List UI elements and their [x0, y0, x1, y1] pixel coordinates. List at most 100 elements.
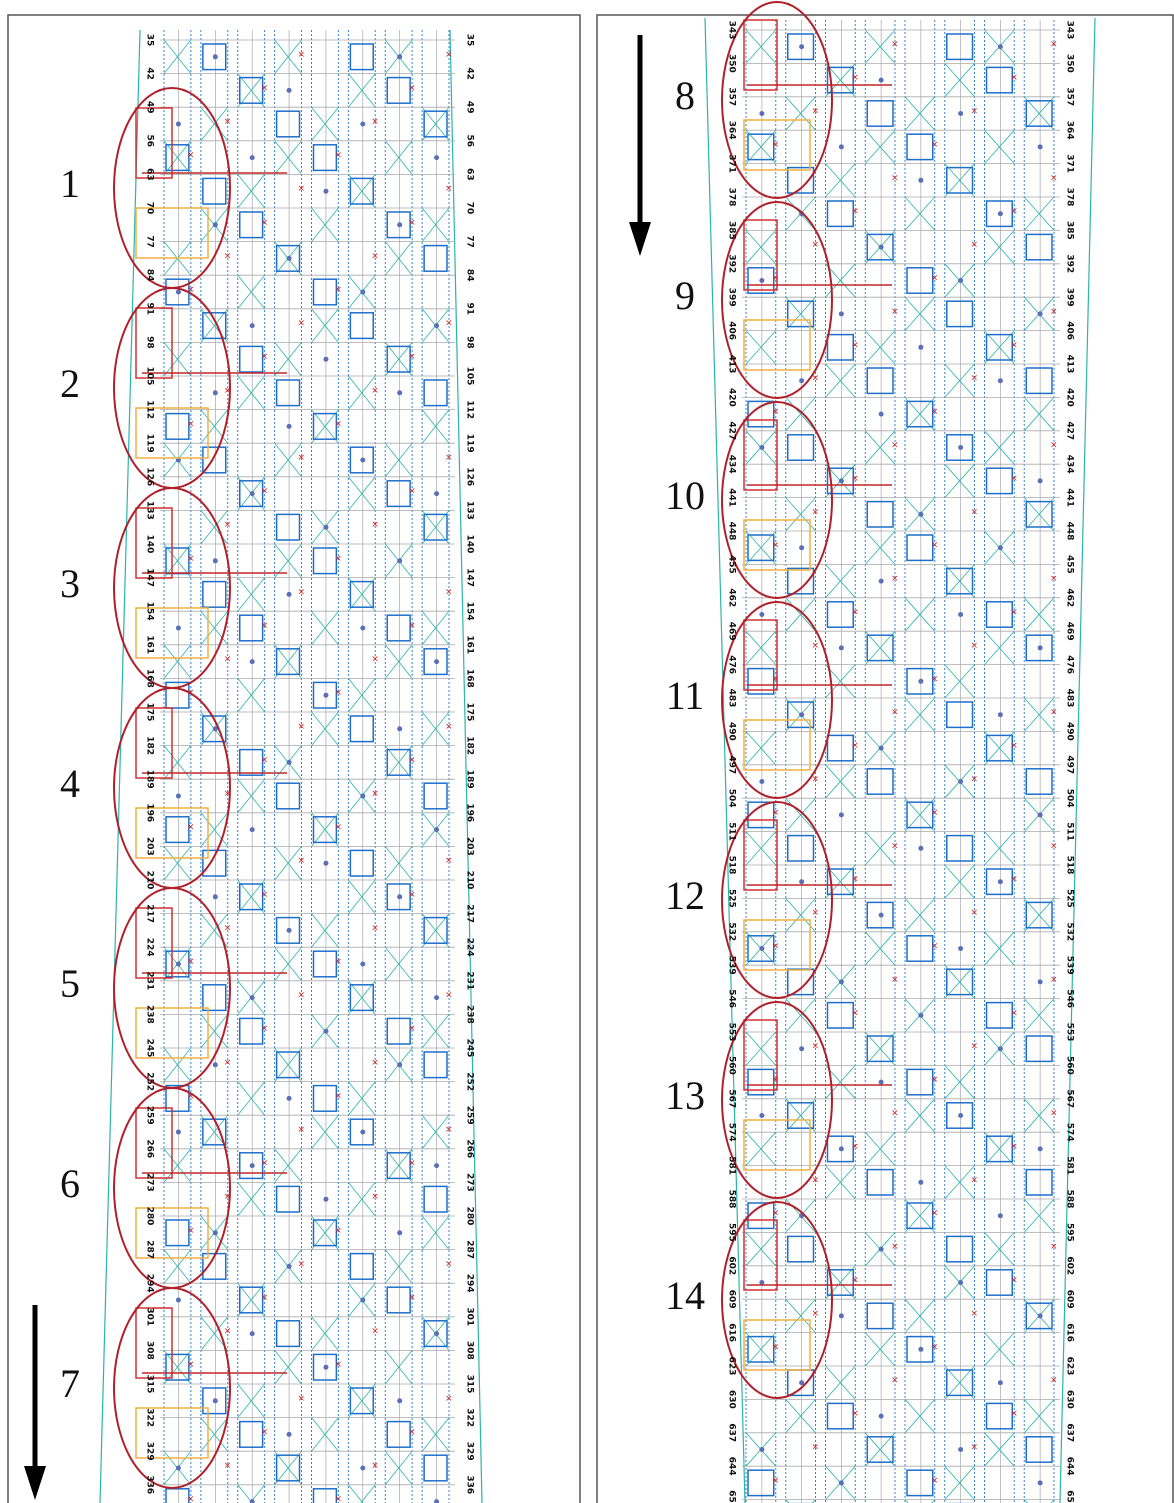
row-number: 112 [465, 400, 475, 419]
link [864, 931, 896, 966]
block [275, 648, 301, 676]
row-number: 476 [1065, 655, 1075, 674]
block [202, 1252, 227, 1280]
link [944, 63, 975, 98]
node [249, 155, 255, 161]
row-number: 413 [1065, 355, 1075, 374]
cross: × [371, 386, 379, 396]
row-number: 609 [1065, 1290, 1075, 1309]
cross: × [1050, 40, 1058, 50]
cross: × [1010, 1409, 1018, 1419]
block [202, 715, 227, 743]
cross: × [298, 1125, 306, 1135]
node [799, 712, 805, 718]
row-number: 343 [727, 21, 737, 40]
section-label: 11 [666, 673, 705, 718]
node [212, 222, 218, 228]
row-number: 532 [727, 922, 737, 941]
row-number: 539 [1065, 956, 1075, 975]
row-number: 392 [727, 254, 737, 273]
cross: × [1010, 474, 1018, 484]
block [423, 1051, 448, 1079]
block [906, 1335, 934, 1363]
section-label: 7 [60, 1361, 80, 1406]
link [384, 140, 413, 175]
link [311, 711, 339, 746]
cross: × [851, 207, 859, 217]
cross: × [931, 1476, 939, 1486]
node [997, 211, 1003, 217]
node [918, 1346, 924, 1352]
link [904, 1098, 936, 1133]
node [286, 1431, 292, 1437]
row-number: 224 [465, 938, 475, 957]
link [237, 1081, 265, 1116]
row-number: 553 [727, 1023, 737, 1042]
row-number: 266 [145, 1139, 155, 1158]
row-number: 238 [145, 1005, 155, 1024]
link [384, 1450, 413, 1486]
row-number: 504 [727, 789, 737, 808]
node [212, 54, 218, 60]
block [275, 1185, 301, 1213]
node [249, 995, 255, 1001]
link [745, 1232, 777, 1267]
row-number: 217 [465, 904, 475, 923]
node [360, 121, 366, 127]
link [745, 129, 777, 164]
cross: × [261, 621, 269, 631]
node [212, 726, 218, 732]
node [799, 879, 805, 885]
row-number: 35 [145, 34, 155, 47]
link [200, 510, 229, 545]
cross: × [772, 674, 780, 684]
block [202, 43, 227, 71]
link [311, 308, 339, 343]
block [985, 1269, 1013, 1296]
block [787, 33, 815, 61]
block [239, 1420, 264, 1448]
row-number: 497 [727, 755, 737, 774]
link [274, 140, 302, 175]
cross: × [812, 240, 820, 250]
block [423, 513, 448, 541]
link [864, 630, 896, 665]
row-number: 371 [1065, 154, 1075, 173]
row-number: 546 [1065, 989, 1075, 1008]
link [237, 274, 265, 310]
node [878, 745, 884, 751]
node [323, 188, 329, 194]
row-number: 56 [465, 135, 475, 148]
row-number: 231 [465, 971, 475, 990]
block [906, 1469, 934, 1497]
cross: × [334, 151, 342, 161]
cross: × [224, 1461, 232, 1471]
row-number: 343 [1065, 21, 1075, 40]
block [906, 1068, 934, 1096]
block [946, 1369, 974, 1397]
row-number: 154 [465, 602, 475, 621]
link [384, 442, 413, 478]
cross: × [298, 722, 306, 732]
block [386, 748, 411, 776]
link [200, 913, 229, 948]
block [423, 916, 448, 944]
node [434, 659, 440, 665]
cross: × [187, 554, 195, 564]
block [312, 816, 338, 844]
row-number: 406 [1065, 321, 1075, 340]
block [1025, 367, 1053, 395]
cross: × [187, 1226, 195, 1236]
highlight [135, 1307, 173, 1379]
cross: × [1050, 1109, 1058, 1119]
node [838, 1313, 844, 1319]
row-number: 98 [145, 336, 155, 349]
link [904, 1198, 936, 1233]
link [200, 106, 229, 142]
block [866, 768, 894, 795]
cross: × [931, 1209, 939, 1219]
node [918, 1012, 924, 1018]
row-number: 609 [727, 1290, 737, 1309]
row-number: 329 [145, 1442, 155, 1461]
node [323, 692, 329, 698]
